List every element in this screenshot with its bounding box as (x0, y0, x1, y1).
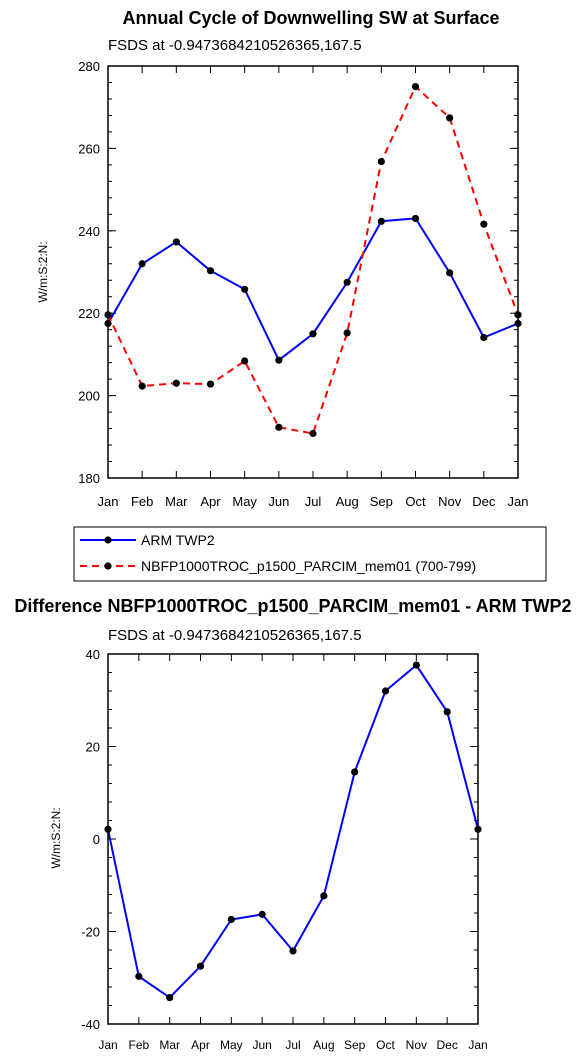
series-line-1 (107, 85, 519, 435)
chart-2-title: Difference NBFP1000TROC_p1500_PARCIM_mem… (14, 596, 571, 616)
x-tick-label-8: Sep (370, 494, 393, 509)
series-0-point-8 (377, 217, 385, 225)
series-1-point-9 (411, 83, 420, 91)
series-0-point-9 (381, 687, 390, 695)
x-tick-label-6: Jul (285, 1038, 300, 1052)
x-tick-label-5: Jun (252, 1038, 271, 1052)
x-tick-label-8: Sep (344, 1038, 366, 1052)
x-tick-label-9: Oct (405, 494, 426, 509)
y-tick-label-3: 240 (78, 224, 100, 239)
series-0-point-8 (351, 768, 359, 776)
series-0-point-3 (196, 962, 205, 970)
chart-1-ticks (107, 65, 519, 479)
x-tick-label-7: Aug (336, 494, 359, 509)
chart-1-y-tick-labels: 180 200 220 240 260 280 (78, 59, 100, 486)
legend-marker-model (104, 562, 112, 570)
x-tick-label-0: Jan (98, 1038, 117, 1052)
series-1-point-7 (343, 329, 351, 337)
y-tick-label-1: -20 (81, 925, 100, 940)
series-0-point-6 (309, 330, 317, 338)
x-tick-label-7: Aug (313, 1038, 334, 1052)
series-0-point-9 (411, 214, 420, 223)
series-0-point-10 (446, 269, 454, 277)
series-line-0 (107, 217, 519, 362)
series-0-point-5 (258, 910, 266, 918)
legend-box (73, 526, 547, 582)
x-tick-label-4: May (220, 1038, 243, 1052)
y-tick-label-1: 200 (78, 389, 100, 404)
series-0-point-2 (172, 238, 180, 246)
y-tick-label-0: -40 (81, 1017, 100, 1032)
legend-label-model: NBFP1000TROC_p1500_PARCIM_mem01 (700-799… (141, 558, 476, 574)
x-tick-label-10: Nov (406, 1038, 427, 1052)
series-1-point-4 (241, 357, 249, 365)
x-tick-label-1: Feb (131, 494, 153, 509)
legend-entry-model: NBFP1000TROC_p1500_PARCIM_mem01 (700-799… (80, 558, 476, 574)
series-0-point-1 (138, 260, 146, 268)
series-1-point-1 (138, 382, 146, 390)
x-tick-label-1: Feb (128, 1038, 149, 1052)
y-tick-label-4: 260 (78, 141, 100, 156)
x-tick-label-3: Apr (191, 1038, 210, 1052)
x-tick-label-5: Jun (268, 494, 289, 509)
x-tick-label-3: Apr (200, 494, 221, 509)
chart-1-plot-frame (107, 65, 519, 479)
series-0-point-11 (480, 333, 488, 342)
y-tick-label-2: 0 (93, 832, 100, 847)
legend-entry-arm: ARM TWP2 (80, 532, 215, 548)
x-tick-label-12: Jan (468, 1038, 487, 1052)
chart-1-series (104, 83, 522, 438)
series-0-point-3 (206, 267, 215, 275)
x-tick-label-9: Oct (376, 1038, 395, 1052)
x-tick-label-2: Mar (165, 494, 188, 509)
x-tick-label-6: Jul (305, 494, 322, 509)
series-1-point-10 (446, 114, 454, 122)
chart-2-plot-frame (107, 653, 479, 1025)
chart-2-subtitle: FSDS at -0.9473684210526365,167.5 (108, 627, 362, 644)
series-0-point-2 (166, 994, 174, 1002)
y-tick-label-5: 280 (78, 59, 100, 74)
series-1-point-8 (377, 157, 385, 166)
chart-1-x-tick-labels: Jan Feb Mar Apr May Jun Jul Aug Sep Oct Nov Dec Jan (98, 494, 529, 509)
chart-1: Annual Cycle of Downwelling SW at Surfac… (36, 8, 528, 509)
series-0-point-7 (320, 892, 328, 900)
x-tick-label-0: Jan (98, 494, 119, 509)
chart-1-title: Annual Cycle of Downwelling SW at Surfac… (122, 8, 499, 28)
series-1-point-11 (480, 220, 488, 228)
series-0-point-5 (275, 356, 283, 364)
chart-2-x-tick-labels: Jan Feb Mar Apr May Jun Jul Aug Sep Oct Nov Dec Jan (98, 1038, 487, 1052)
chart-2-y-tick-labels: -40 -20 0 20 40 (81, 647, 100, 1032)
series-1-point-6 (309, 429, 317, 438)
series-0-point-11 (443, 708, 451, 716)
series-0-point-4 (241, 285, 249, 293)
series-0-point-4 (227, 915, 235, 924)
x-tick-label-2: Mar (159, 1038, 180, 1052)
chart-2-ylabel: W/m:S:2:N: (49, 807, 63, 868)
series-1-point-2 (172, 379, 180, 387)
series-0-point-10 (412, 661, 420, 669)
x-tick-label-4: May (232, 494, 257, 509)
series-1-point-5 (275, 423, 283, 431)
chart-2: Difference NBFP1000TROC_p1500_PARCIM_mem… (14, 596, 571, 1052)
legend-label-arm: ARM TWP2 (141, 532, 215, 548)
x-tick-label-11: Dec (436, 1038, 457, 1052)
chart-2-ticks (107, 653, 479, 1025)
y-tick-label-3: 20 (86, 740, 100, 755)
y-tick-label-2: 220 (78, 306, 100, 321)
series-0-point-6 (289, 947, 297, 955)
x-tick-label-12: Jan (508, 494, 529, 509)
series-0-point-7 (343, 278, 351, 286)
y-tick-label-0: 180 (78, 471, 100, 486)
legend-marker-arm (104, 536, 112, 544)
x-tick-label-10: Nov (438, 494, 462, 509)
chart-2-series (104, 661, 482, 1002)
legend: ARM TWP2 NBFP1000TROC_p1500_PARCIM_mem01… (73, 526, 547, 582)
y-tick-label-4: 40 (86, 647, 100, 662)
chart-1-subtitle: FSDS at -0.9473684210526365,167.5 (108, 37, 362, 54)
series-0-point-1 (135, 972, 143, 980)
chart-1-ylabel: W/m:S:2:N: (36, 241, 50, 302)
x-tick-label-11: Dec (472, 494, 496, 509)
series-1-point-3 (206, 380, 215, 388)
